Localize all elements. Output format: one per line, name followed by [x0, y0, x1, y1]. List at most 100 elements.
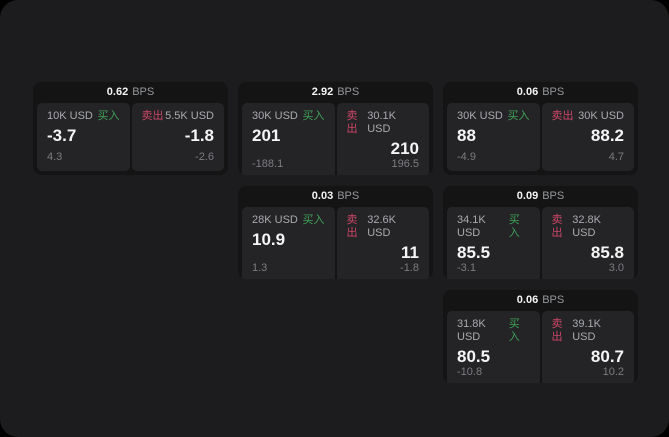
buy-side-label: 买入 [507, 110, 530, 122]
sell-panel-top: 卖出 5.5K USD [142, 110, 215, 123]
buy-panel[interactable]: 34.1K USD 买入 85.5 -3.1 [447, 207, 540, 279]
card-body: 31.8K USD 买入 80.5 -10.8 卖出 39.1K USD 80.… [443, 311, 638, 383]
sell-delta: 196.5 [391, 158, 419, 170]
sell-amount: 30.1K USD [367, 110, 396, 135]
buy-price: 88 [457, 126, 476, 145]
sell-delta: 4.7 [608, 151, 624, 163]
sell-price: 85.8 [590, 243, 624, 262]
card-header: 0.06 BPS [443, 290, 638, 311]
buy-delta: 4.3 [47, 151, 63, 163]
bps-value: 2.92 [311, 86, 334, 98]
sell-panel-top: 卖出 32.6K USD [347, 214, 420, 240]
sell-side-label: 卖出 [141, 110, 164, 122]
card-header: 0.62 BPS [33, 82, 228, 103]
buy-price: 85.5 [457, 243, 491, 262]
quote-card: 0.06 BPS 31.8K USD 买入 80.5 -10.8 卖 [443, 290, 638, 383]
sell-amount: 32.6K USD [367, 214, 396, 239]
bps-value: 0.62 [106, 86, 129, 98]
buy-panel[interactable]: 30K USD 买入 88 -4.9 [447, 103, 540, 171]
buy-delta: -188.1 [252, 158, 284, 170]
buy-amount: 10K USD [47, 110, 93, 122]
buy-price: 201 [252, 126, 281, 145]
buy-price: -3.7 [47, 126, 77, 145]
sell-panel[interactable]: 卖出 30.1K USD 210 196.5 [336, 103, 429, 175]
card-body: 30K USD 买入 201 -188.1 卖出 30.1K USD 210 1… [238, 103, 433, 175]
sell-side-label: 卖出 [551, 110, 574, 122]
card-header: 0.09 BPS [443, 186, 638, 207]
card-body: 30K USD 买入 88 -4.9 卖出 30K USD 88.2 4.7 [443, 103, 638, 175]
buy-panel[interactable]: 28K USD 买入 10.9 1.3 [242, 207, 335, 279]
bps-value: 0.09 [516, 190, 539, 202]
bps-unit-label: BPS [337, 86, 360, 98]
buy-panel-top: 30K USD 买入 [457, 110, 530, 123]
card-body: 10K USD 买入 -3.7 4.3 卖出 5.5K USD -1.8 -2.… [33, 103, 228, 175]
sell-delta: 3.0 [608, 262, 624, 274]
buy-side-label: 买入 [302, 214, 325, 226]
buy-panel-top: 31.8K USD 买入 [457, 318, 530, 344]
bps-unit-label: BPS [337, 190, 360, 202]
sell-amount: 30K USD [578, 110, 624, 122]
card-body: 34.1K USD 买入 85.5 -3.1 卖出 32.8K USD 85.8… [443, 207, 638, 279]
card-header: 2.92 BPS [238, 82, 433, 103]
sell-panel[interactable]: 卖出 32.8K USD 85.8 3.0 [541, 207, 634, 279]
buy-delta: -4.9 [457, 151, 476, 163]
bps-unit-label: BPS [542, 294, 565, 306]
buy-amount: 31.8K USD [457, 318, 486, 343]
buy-amount: 30K USD [252, 110, 298, 122]
buy-panel-top: 30K USD 买入 [252, 110, 325, 123]
buy-side-label: 买入 [508, 318, 520, 343]
sell-panel[interactable]: 卖出 39.1K USD 80.7 10.2 [541, 311, 634, 383]
quotes-grid: 0.62 BPS 10K USD 买入 -3.7 4.3 卖出 [33, 82, 638, 383]
buy-panel-top: 10K USD 买入 [47, 110, 120, 123]
sell-amount: 39.1K USD [572, 318, 601, 343]
buy-panel[interactable]: 10K USD 买入 -3.7 4.3 [37, 103, 130, 171]
buy-amount: 28K USD [252, 214, 298, 226]
buy-panel[interactable]: 31.8K USD 买入 80.5 -10.8 [447, 311, 540, 383]
buy-amount: 30K USD [457, 110, 503, 122]
sell-side-label: 卖出 [551, 214, 563, 239]
quote-card: 0.62 BPS 10K USD 买入 -3.7 4.3 卖出 [33, 82, 228, 175]
sell-delta: -2.6 [195, 151, 214, 163]
sell-price: 210 [390, 139, 419, 158]
bps-unit-label: BPS [542, 190, 565, 202]
sell-panel[interactable]: 卖出 30K USD 88.2 4.7 [541, 103, 634, 171]
sell-panel-top: 卖出 32.8K USD [552, 214, 625, 240]
card-header: 0.03 BPS [238, 186, 433, 207]
buy-panel-top: 34.1K USD 买入 [457, 214, 530, 240]
buy-side-label: 买入 [97, 110, 120, 122]
quote-card: 0.06 BPS 30K USD 买入 88 -4.9 卖出 [443, 82, 638, 175]
buy-side-label: 买入 [508, 214, 520, 239]
bps-value: 0.06 [516, 294, 539, 306]
buy-panel[interactable]: 30K USD 买入 201 -188.1 [242, 103, 335, 175]
quote-card: 0.09 BPS 34.1K USD 买入 85.5 -3.1 卖出 [443, 186, 638, 279]
sell-panel[interactable]: 卖出 32.6K USD 11 -1.8 [336, 207, 429, 279]
buy-delta: -3.1 [457, 262, 476, 274]
buy-amount: 34.1K USD [457, 214, 486, 239]
sell-price: 80.7 [590, 347, 624, 366]
bps-value: 0.06 [516, 86, 539, 98]
sell-amount: 32.8K USD [572, 214, 601, 239]
sell-panel-top: 卖出 30.1K USD [347, 110, 420, 136]
buy-delta: 1.3 [252, 262, 268, 274]
sell-price: 88.2 [590, 126, 624, 145]
sell-price: -1.8 [184, 126, 214, 145]
buy-delta: -10.8 [457, 366, 483, 378]
sell-delta: 10.2 [602, 366, 624, 378]
sell-side-label: 卖出 [551, 318, 563, 343]
buy-price: 80.5 [457, 347, 491, 366]
sell-delta: -1.8 [400, 262, 419, 274]
sell-amount: 5.5K USD [165, 110, 214, 122]
card-header: 0.06 BPS [443, 82, 638, 103]
sell-panel[interactable]: 卖出 5.5K USD -1.8 -2.6 [131, 103, 224, 171]
sell-price: 11 [401, 243, 419, 262]
quote-card: 0.03 BPS 28K USD 买入 10.9 1.3 卖出 [238, 186, 433, 279]
buy-panel-top: 28K USD 买入 [252, 214, 325, 227]
sell-side-label: 卖出 [346, 110, 358, 135]
sell-panel-top: 卖出 39.1K USD [552, 318, 625, 344]
sell-side-label: 卖出 [346, 214, 358, 239]
card-body: 28K USD 买入 10.9 1.3 卖出 32.6K USD 11 -1.8 [238, 207, 433, 279]
bps-value: 0.03 [311, 190, 334, 202]
bps-unit-label: BPS [542, 86, 565, 98]
